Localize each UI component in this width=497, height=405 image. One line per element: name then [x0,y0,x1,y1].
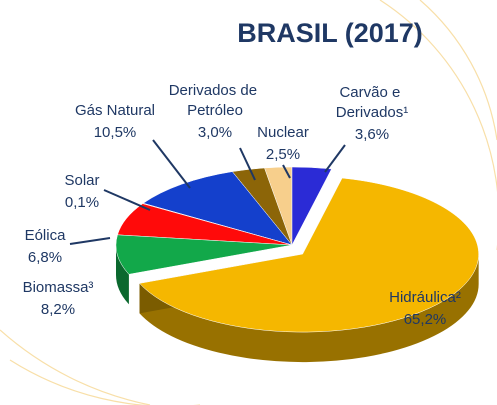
value-label: 0,1% [65,194,99,211]
slice-label: Biomassa³ [23,279,94,296]
value-label: 65,2% [404,311,447,328]
value-label: 8,2% [41,301,75,318]
value-label: 6,8% [28,249,62,266]
label-line: Petróleo [187,102,243,119]
pie-slice [142,171,293,246]
slice-label: Gás Natural [75,102,155,119]
slice-side [139,254,479,363]
arc [419,0,497,141]
leader-line [103,189,151,211]
slice-label: Eólica [25,227,67,244]
pie-slice [291,166,332,246]
value-label: 10,5% [94,124,137,141]
label-line: Derivados¹ [336,104,409,121]
value-label: 3,6% [355,126,389,143]
slice-label: Solar [64,172,99,189]
slice-side [116,245,129,305]
slice-label: Nuclear [257,124,309,141]
arc [9,359,200,405]
pie-slice [139,177,479,333]
leader-line [239,147,256,181]
arc [0,329,151,405]
leader-line [282,164,291,179]
value-label: 2,5% [266,146,300,163]
label-line: Carvão e [339,84,404,101]
leader-line [324,144,346,173]
label-line: Derivados de [169,82,262,99]
slice-label: Derivados de Petróleo [169,82,262,119]
chart-title: BRASIL (2017) [237,18,423,48]
slice-label: Hidráulica² [389,289,461,306]
slice-label: Carvão e Derivados¹ [336,84,409,121]
leader-line [69,237,111,245]
pie-slice [115,234,293,275]
arc [379,0,497,250]
value-label: 3,0% [198,124,232,141]
leader-line [152,139,191,189]
